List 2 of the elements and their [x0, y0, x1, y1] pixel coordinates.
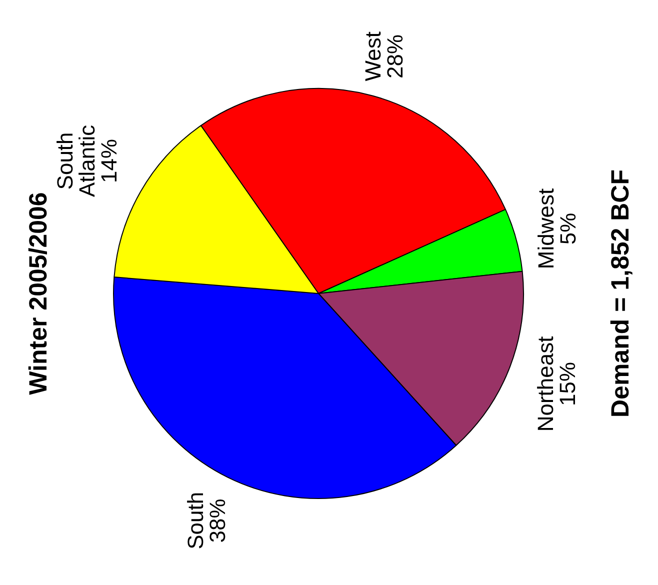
text: Winter 2005/2006 [24, 192, 52, 395]
text: Demand = 1,852 BCF [606, 169, 634, 418]
